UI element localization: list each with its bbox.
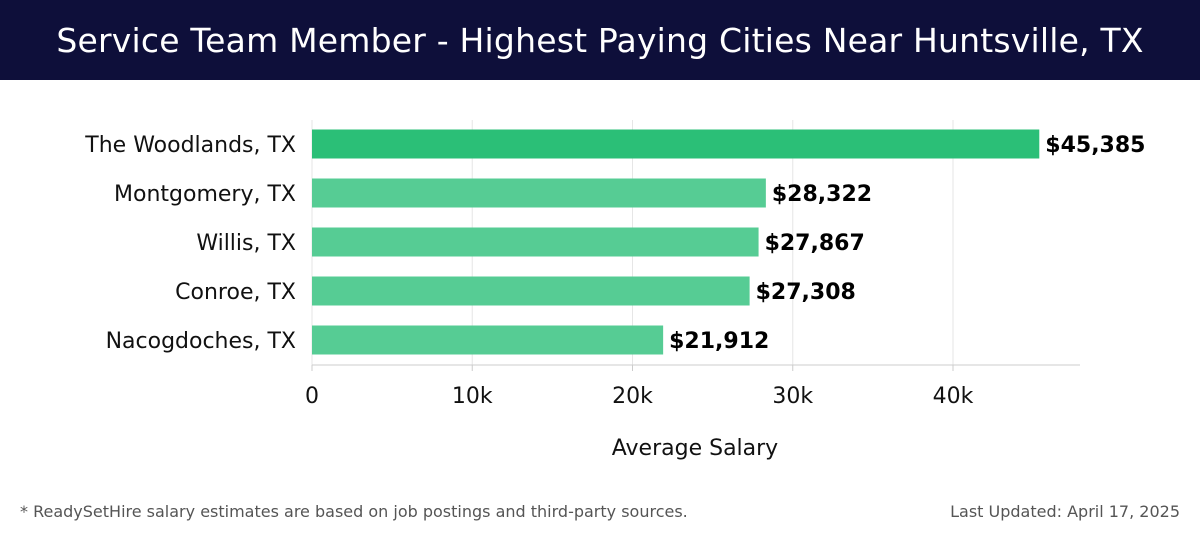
value-label: $45,385 xyxy=(1045,133,1145,158)
x-axis-title: Average Salary xyxy=(612,436,778,461)
value-label: $27,308 xyxy=(756,280,856,305)
labels: The Woodlands, TX $45,385 Montgomery, TX $2… xyxy=(84,133,1145,354)
x-tick-label: 0 xyxy=(305,384,319,409)
bar xyxy=(312,178,766,208)
bar xyxy=(312,129,1040,159)
category-label: Willis, TX xyxy=(196,231,296,256)
category-label: Conroe, TX xyxy=(175,280,296,305)
salary-bar-chart: 0 10k 20k 30k 40k Average Salary The Woodland… xyxy=(84,120,1145,461)
bar xyxy=(312,276,750,306)
last-updated: Last Updated: April 17, 2025 xyxy=(950,502,1180,521)
bar xyxy=(312,227,759,257)
x-axis: 0 10k 20k 30k 40k Average Salary xyxy=(305,364,1080,461)
value-label: $21,912 xyxy=(669,329,769,354)
page-title: Service Team Member - Highest Paying Cit… xyxy=(56,20,1144,60)
x-tick-label: 10k xyxy=(452,384,493,409)
footer-note: * ReadySetHire salary estimates are base… xyxy=(20,502,688,521)
header-banner: Service Team Member - Highest Paying Cit… xyxy=(0,0,1200,80)
x-tick-label: 20k xyxy=(612,384,653,409)
value-label: $28,322 xyxy=(772,182,872,207)
bars xyxy=(312,129,1040,355)
category-label: Montgomery, TX xyxy=(114,182,296,207)
x-tick-label: 40k xyxy=(933,384,974,409)
category-label: Nacogdoches, TX xyxy=(106,329,296,354)
bar xyxy=(312,325,664,355)
x-tick-label: 30k xyxy=(772,384,813,409)
category-label: The Woodlands, TX xyxy=(84,133,296,158)
value-label: $27,867 xyxy=(765,231,865,256)
